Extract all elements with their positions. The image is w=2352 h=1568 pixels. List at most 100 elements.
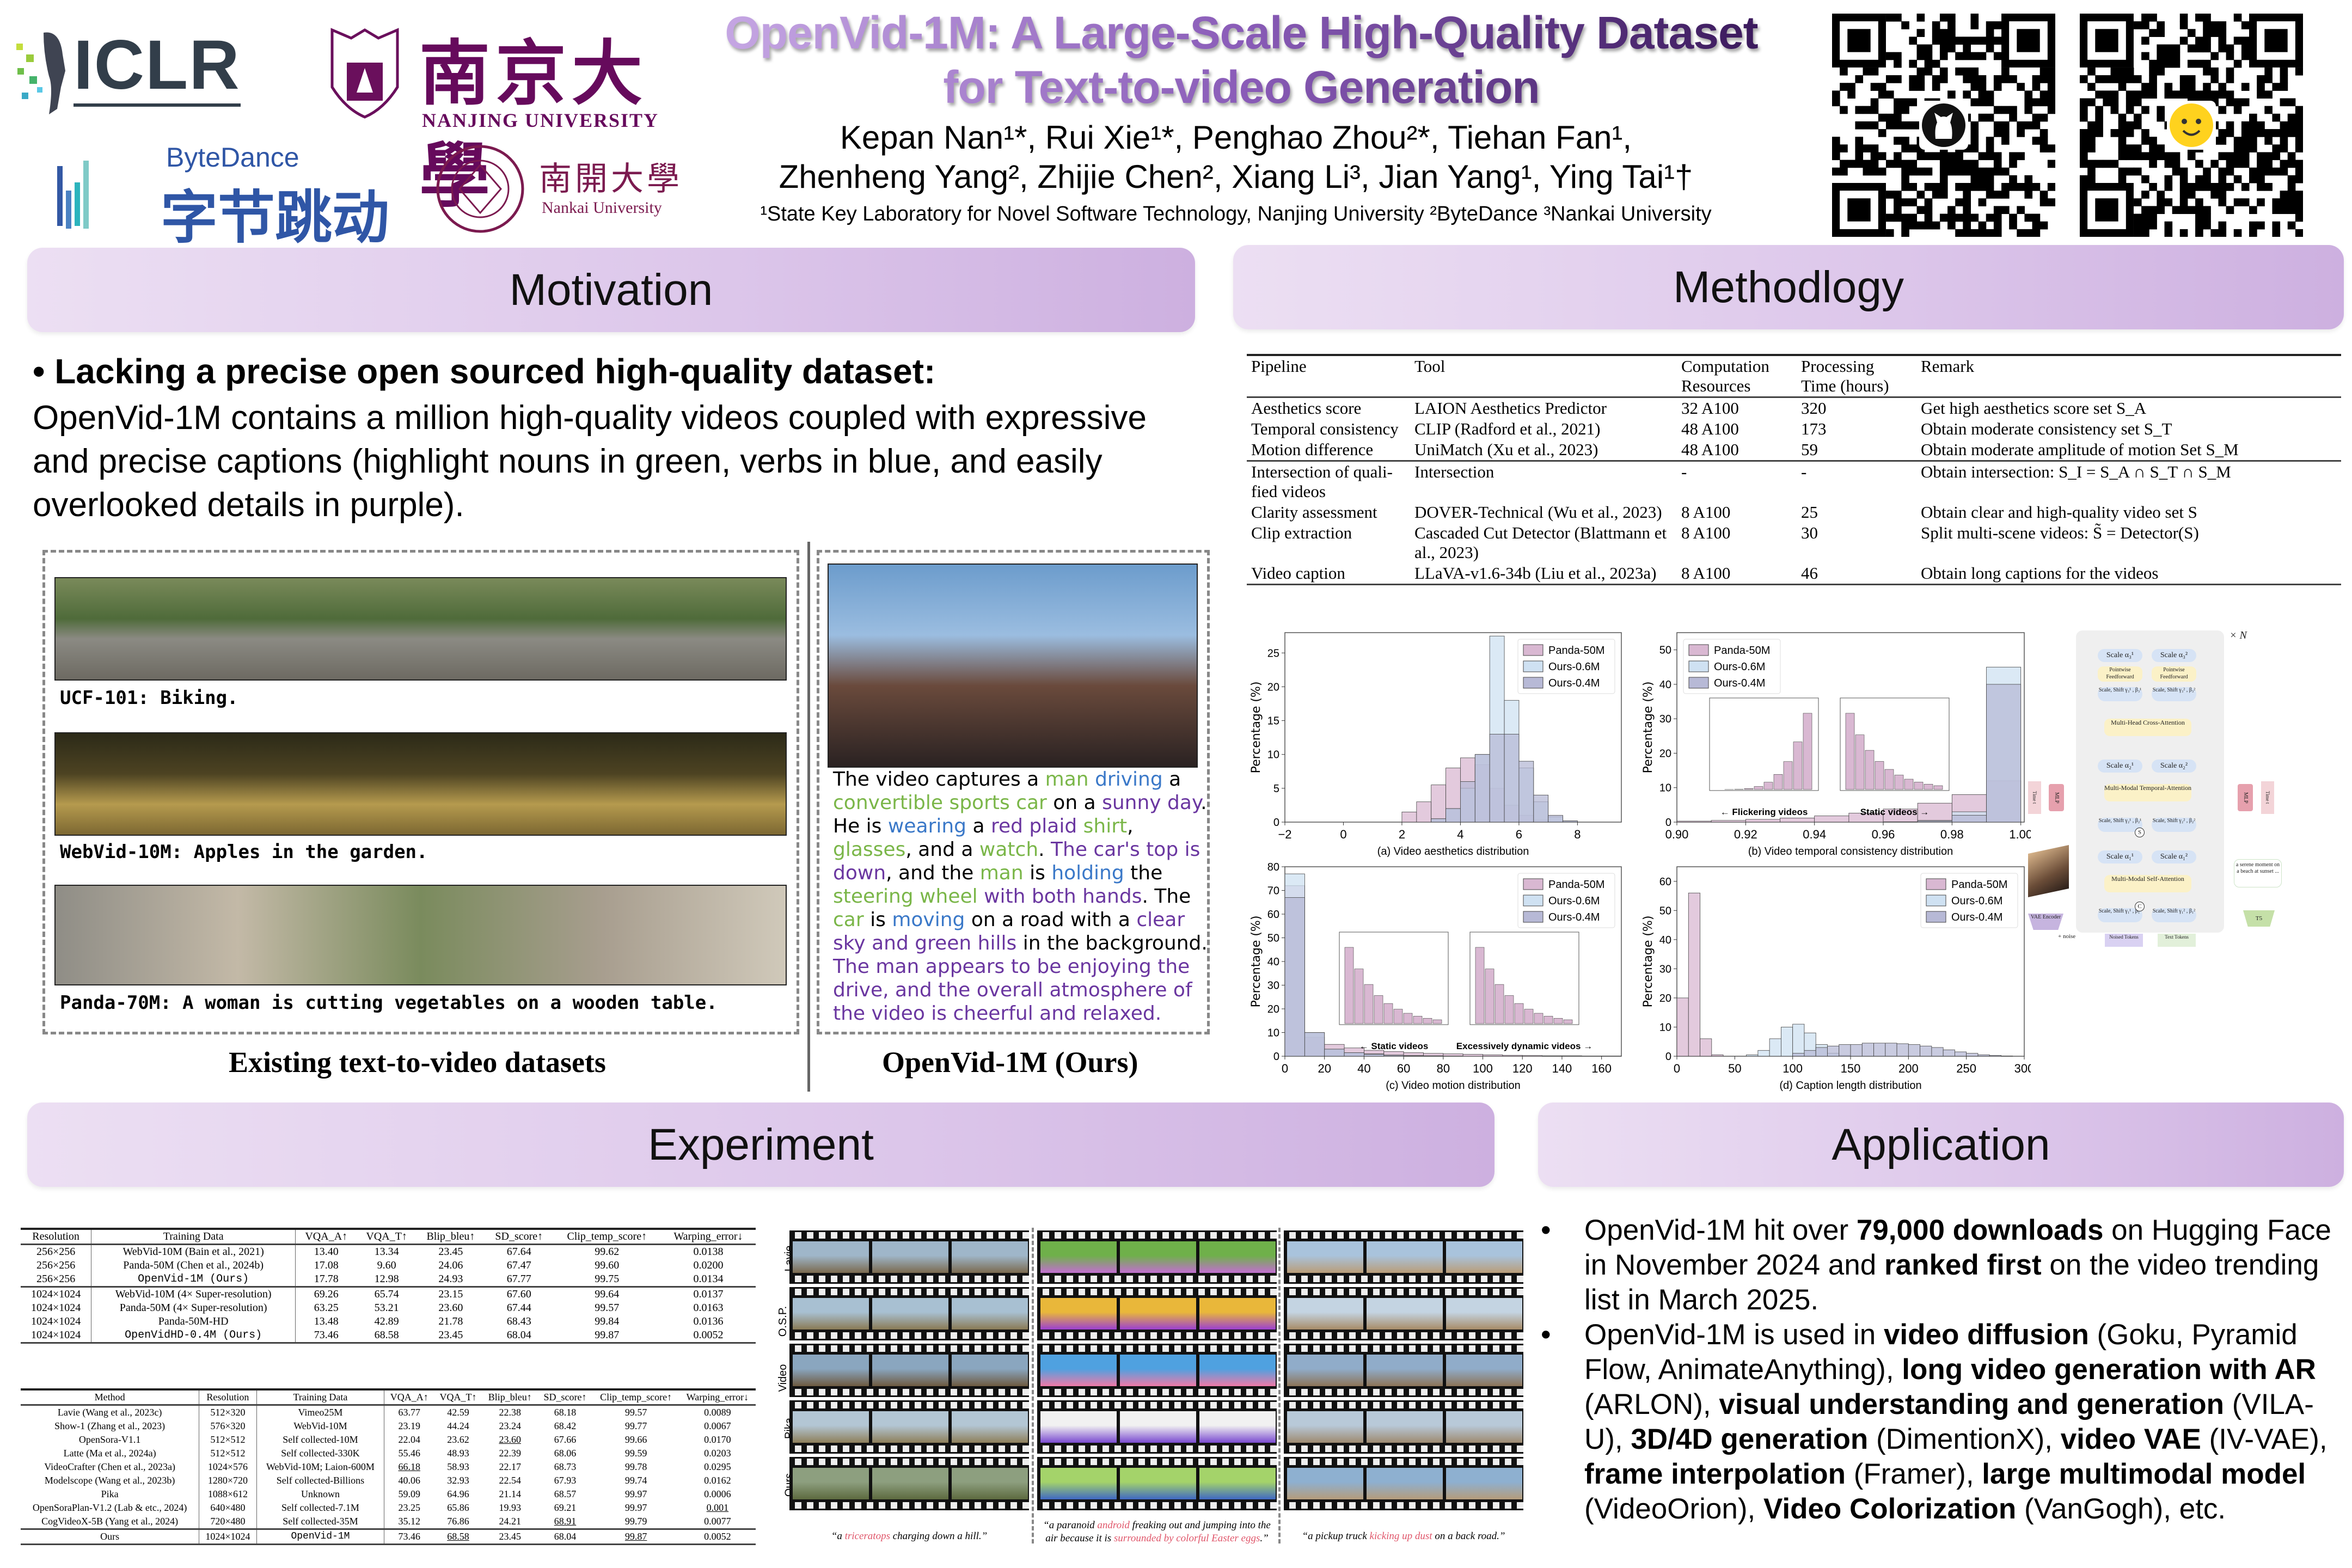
qr-module — [2210, 90, 2219, 99]
caption-plain-segment: the — [1124, 862, 1163, 884]
caption-detail-segment: red plaid — [990, 815, 1077, 837]
qr-module — [2218, 36, 2227, 45]
qr-module — [2295, 121, 2303, 130]
table-cell: 68.04 — [554, 1531, 577, 1542]
x-tick-label: 0 — [1340, 828, 1346, 841]
qr-module — [2195, 90, 2203, 99]
github-qr-code[interactable] — [1832, 14, 2055, 237]
table-cell: 22.17 — [499, 1461, 521, 1472]
iclr-brain-icon — [16, 32, 65, 114]
qr-module — [1924, 206, 1933, 215]
qr-module — [2133, 75, 2142, 83]
inset-bar — [1845, 713, 1855, 790]
qr-module — [2017, 129, 2025, 137]
qr-module — [1986, 229, 1994, 237]
qr-module — [1909, 98, 1918, 107]
huggingface-qr-code[interactable] — [2080, 14, 2303, 237]
qr-module — [2141, 191, 2149, 199]
table-cell: 22.39 — [499, 1448, 521, 1459]
qr-module — [2295, 213, 2303, 222]
qr-module — [2203, 44, 2211, 53]
qr-module — [1963, 90, 1971, 99]
qr-module — [1970, 144, 1979, 152]
table-cell: 0.0295 — [704, 1461, 731, 1472]
qr-module — [1993, 191, 2002, 199]
qr-module — [1909, 213, 1918, 222]
qr-module — [1939, 167, 1948, 176]
table-row: 256×256 WebVid-10M (Bain et al., 2021) 13.… — [21, 1244, 756, 1259]
qr-module — [2280, 160, 2288, 168]
video-frame — [1040, 1468, 1117, 1499]
table-cell: 99.57 — [595, 1302, 620, 1314]
caption-plain-segment: a — [966, 815, 991, 837]
histogram-bar — [1462, 1054, 1483, 1057]
qr-module — [2272, 152, 2281, 161]
table-cell: 99.77 — [624, 1420, 647, 1431]
qr-module — [1993, 167, 2002, 176]
panda-video-frames — [54, 885, 787, 985]
qr-module — [2272, 229, 2281, 237]
qr-module — [1885, 191, 1894, 199]
qr-module — [2218, 137, 2227, 145]
qr-module — [2179, 90, 2188, 99]
qr-module — [2218, 44, 2227, 53]
x-tick-label: 4 — [1457, 828, 1463, 841]
table-cell: 65.74 — [374, 1288, 399, 1300]
qr-module — [2195, 183, 2203, 191]
qr-module — [1901, 183, 1909, 191]
video-frame — [793, 1298, 869, 1330]
caption-verb-segment: holding — [1051, 862, 1124, 884]
qr-module — [1955, 36, 1963, 45]
qr-module — [1863, 144, 1871, 152]
histogram-bar — [1688, 892, 1700, 1057]
text-segment: (Goku, Pyramid Flow, AnimateAnything), — [1584, 1319, 2298, 1386]
qr-module — [1993, 160, 2002, 168]
qr-module — [2249, 221, 2257, 230]
qr-module — [2280, 198, 2288, 206]
pipeline-cell: 59 — [1801, 440, 1818, 459]
qr-module — [2149, 137, 2157, 145]
qr-module — [1993, 21, 2002, 29]
qr-module — [2141, 206, 2149, 215]
scale-alpha2-1: Scale α₂¹ — [2098, 759, 2142, 773]
qr-module — [2157, 144, 2165, 152]
qr-module — [2149, 160, 2157, 168]
qr-module — [2249, 137, 2257, 145]
qr-module — [1963, 183, 1971, 191]
qr-module — [2218, 83, 2227, 91]
qr-module — [1939, 75, 1948, 83]
qr-module — [2149, 90, 2157, 99]
qr-module — [1901, 213, 1909, 222]
column-divider — [1278, 1228, 1281, 1543]
prompt-highlight: android — [1097, 1520, 1130, 1531]
table-cell: 67.66 — [554, 1434, 577, 1445]
histogram-bar — [1917, 820, 1952, 823]
qr-module — [2287, 183, 2296, 191]
qr-module — [1863, 167, 1871, 176]
qr-module — [2039, 98, 2048, 107]
qr-module — [2257, 221, 2265, 230]
prompt-highlight: kicking up dust — [1369, 1530, 1432, 1542]
caption-plain-segment: . He is — [833, 792, 1207, 837]
table-cell: Vimeo25M — [256, 1405, 385, 1419]
qr-module — [1863, 160, 1871, 168]
qr-module — [2179, 191, 2188, 199]
qr-module — [2249, 206, 2257, 215]
table-cell: 1024×1024 — [21, 1315, 92, 1328]
qr-module — [2287, 198, 2296, 206]
qr-module — [2195, 213, 2203, 222]
qr-module — [2195, 14, 2203, 22]
x-tick-label: 0 — [1282, 1062, 1288, 1075]
inset-bar — [1924, 783, 1933, 790]
qr-module — [2024, 213, 2033, 222]
video-frame — [1287, 1468, 1363, 1499]
caption-noun-segment: man — [1045, 768, 1089, 791]
qr-module — [2080, 129, 2088, 137]
qr-module — [1986, 144, 1994, 152]
inset-bar — [1933, 785, 1943, 790]
table-cell: Self collected-35M — [256, 1515, 385, 1529]
qr-module — [2141, 83, 2149, 91]
qr-module — [1993, 206, 2002, 215]
resolution-comparison-table: Resolution Training Data VQA_A↑ VQA_T↑ Blip_… — [21, 1228, 756, 1344]
y-tick-label: 20 — [1267, 681, 1279, 693]
